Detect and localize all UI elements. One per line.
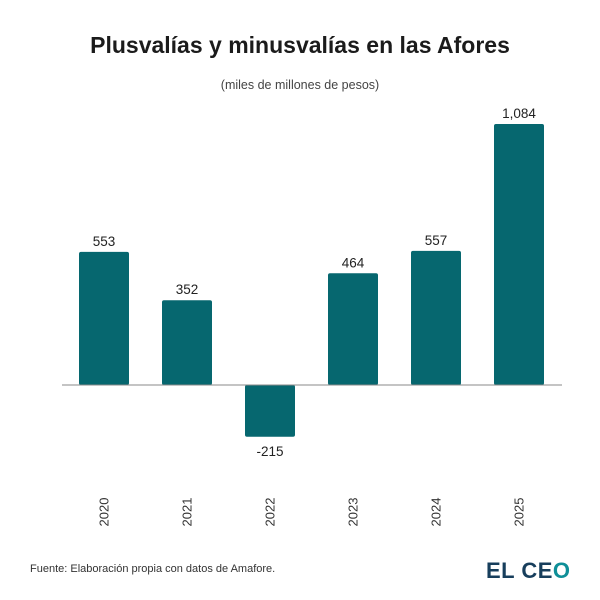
data-label: 352 bbox=[176, 282, 199, 297]
x-tick-label: 2022 bbox=[263, 498, 278, 527]
x-tick-label: 2023 bbox=[346, 498, 361, 527]
data-label: 464 bbox=[342, 255, 365, 270]
chart-title: Plusvalías y minusvalías en las Afores bbox=[90, 32, 510, 58]
chart-subtitle: (miles de millones de pesos) bbox=[220, 78, 380, 92]
bar-2020 bbox=[79, 251, 129, 385]
bar-2021 bbox=[162, 300, 212, 385]
bar-2024 bbox=[411, 250, 461, 385]
bar-2023 bbox=[328, 273, 378, 385]
bar-2022 bbox=[245, 385, 295, 437]
x-tick-label: 2021 bbox=[180, 498, 195, 527]
x-tick-label: 2020 bbox=[97, 498, 112, 527]
source-note: Fuente: Elaboración propia con datos de … bbox=[30, 563, 276, 575]
bar-2025 bbox=[494, 124, 544, 385]
data-label: 553 bbox=[93, 234, 116, 249]
data-label: 1,084 bbox=[502, 106, 536, 121]
x-tick-label: 2024 bbox=[429, 498, 444, 527]
data-label: -215 bbox=[256, 444, 283, 459]
data-label: 557 bbox=[425, 233, 448, 248]
x-tick-label: 2025 bbox=[512, 498, 527, 527]
el-ceo-logo: EL CEO bbox=[486, 558, 571, 583]
